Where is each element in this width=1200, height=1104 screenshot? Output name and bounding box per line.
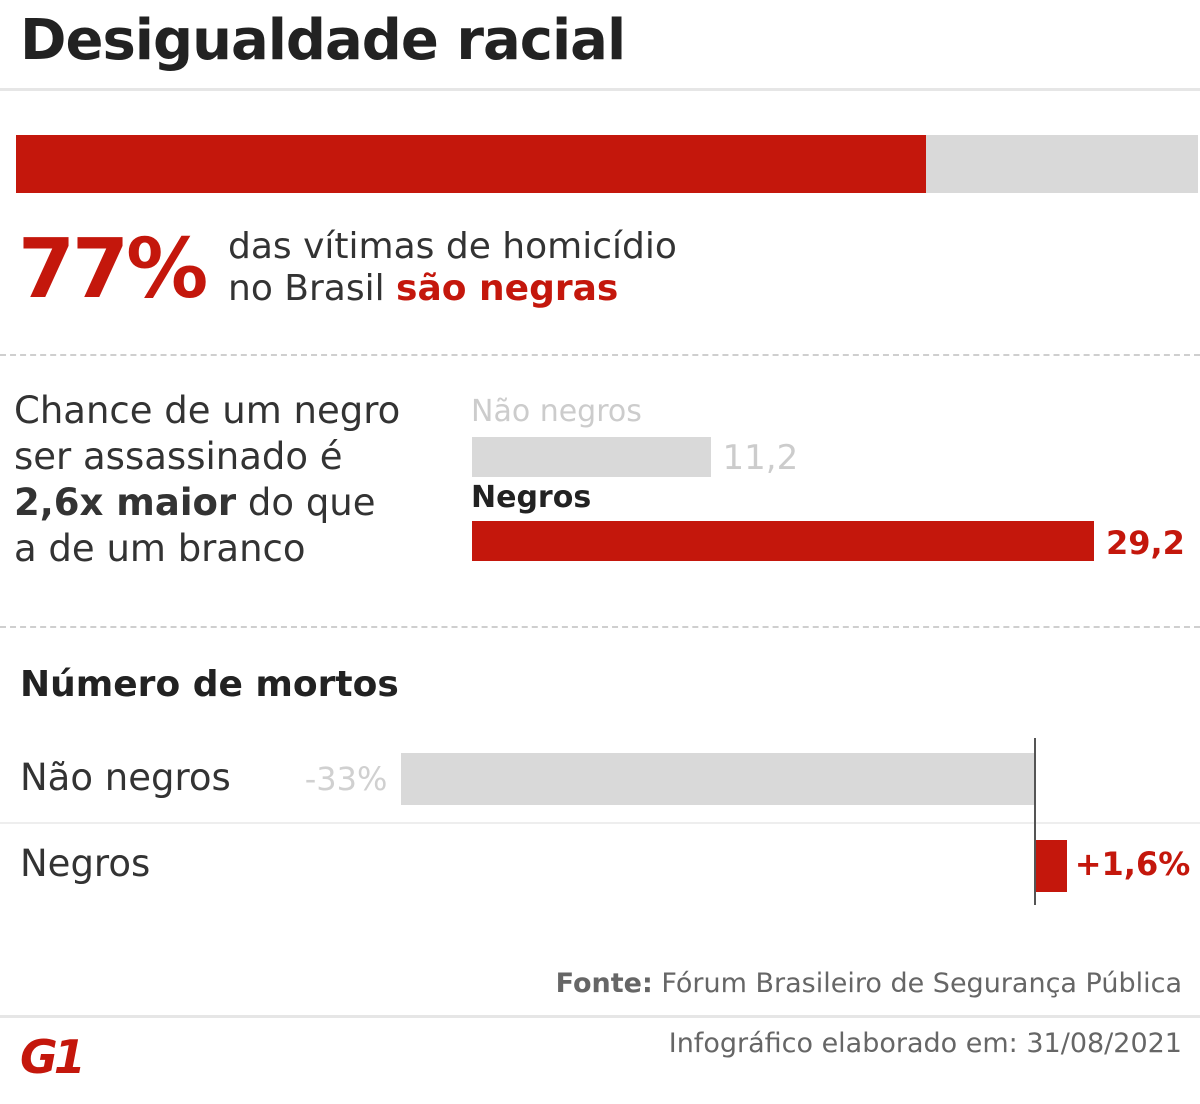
chance-label-negros: Negros <box>471 480 592 515</box>
chance-line3: do que <box>236 481 376 524</box>
deaths-title: Número de mortos <box>20 664 399 705</box>
chance-value-nao-negros: 11,2 <box>722 438 799 478</box>
date: Infográfico elaborado em: 31/08/2021 <box>668 1028 1182 1059</box>
share-line1: das vítimas de homicídio <box>228 226 677 267</box>
source-label: Fonte: <box>555 968 653 999</box>
chance-bar-negros <box>472 521 1094 561</box>
deaths-label-nao-negros: Não negros <box>20 756 231 799</box>
share-bar-fill <box>16 135 927 193</box>
share-line2: no Brasil <box>228 268 397 309</box>
chance-line2: ser assassinado é <box>14 435 343 478</box>
deaths-bar-negros <box>1036 840 1067 892</box>
g1-logo: G1 <box>20 1030 86 1084</box>
deaths-bar-nao-negros <box>401 753 1035 805</box>
row-divider <box>0 822 1200 824</box>
chance-label-nao-negros: Não negros <box>471 394 642 429</box>
source-text: Fórum Brasileiro de Segurança Pública <box>652 968 1182 999</box>
deaths-value-negros: +1,6% <box>1074 845 1191 883</box>
chance-text: Chance de um negro ser assassinado é 2,6… <box>14 388 400 572</box>
chance-bar-nao-negros <box>472 437 711 477</box>
chance-highlight: 2,6x maior <box>14 481 237 524</box>
divider <box>0 88 1200 91</box>
share-text: das vítimas de homicídio no Brasil são n… <box>228 226 677 310</box>
dashed-divider <box>0 626 1200 628</box>
chance-value-negros: 29,2 <box>1105 524 1185 562</box>
chance-line1: Chance de um negro <box>14 389 401 432</box>
zero-axis <box>1034 738 1036 905</box>
deaths-label-negros: Negros <box>20 842 151 885</box>
deaths-value-nao-negros: -33% <box>304 760 388 798</box>
page-title: Desigualdade racial <box>20 8 626 73</box>
divider <box>0 1015 1200 1018</box>
source: Fonte: Fórum Brasileiro de Segurança Púb… <box>556 968 1182 999</box>
share-highlight: são negras <box>396 268 619 309</box>
share-value: 77% <box>18 222 208 317</box>
chance-line4: a de um branco <box>14 527 306 570</box>
dashed-divider <box>0 354 1200 356</box>
